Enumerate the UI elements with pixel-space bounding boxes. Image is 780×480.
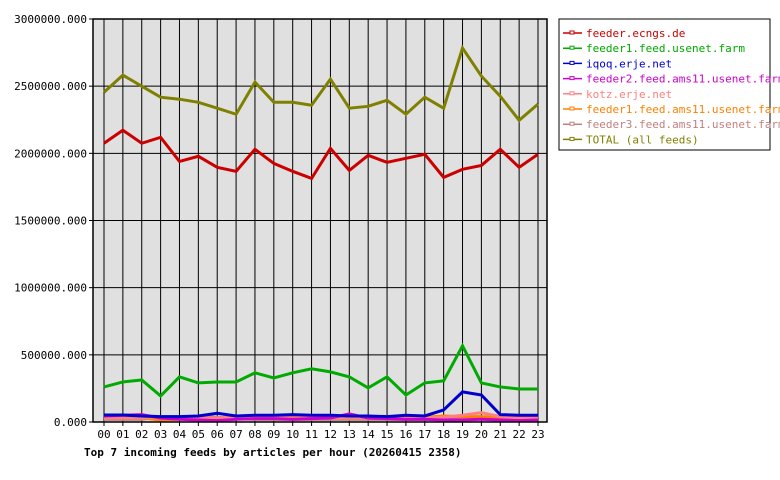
series-lines: [102, 44, 539, 423]
legend-item: feeder3.feed.ams11.usenet.farm: [563, 118, 780, 131]
series-line-1: [103, 342, 538, 398]
legend-label: feeder2.feed.ams11.usenet.farm: [586, 73, 780, 86]
x-tick-label: 01: [116, 428, 129, 441]
legend-marker-icon: [569, 76, 575, 81]
x-tick-label: 14: [362, 428, 376, 441]
x-tick-label: 10: [286, 428, 299, 441]
y-axis: 0.000 500000.000 1000000.000 1500000.000 200…: [14, 13, 93, 429]
y-tick-label: 0.000: [54, 416, 87, 429]
legend-item: feeder.ecngs.de: [563, 27, 685, 40]
legend-label: kotz.erje.net: [586, 88, 672, 101]
legend-marker-icon: [569, 45, 575, 50]
y-tick-label: 2000000.000: [14, 147, 87, 160]
x-tick-label: 08: [248, 428, 261, 441]
y-tick-label: 1500000.000: [14, 215, 87, 228]
legend-label: TOTAL (all feeds): [586, 133, 699, 146]
x-tick-label: 07: [229, 428, 242, 441]
series-line-3: [103, 412, 539, 423]
x-tick-label: 22: [513, 428, 526, 441]
x-tick-label: 13: [343, 428, 356, 441]
x-tick-label: 09: [267, 428, 280, 441]
legend-item: iqoq.erje.net: [563, 57, 672, 70]
x-tick-label: 05: [192, 428, 205, 441]
legend-item: feeder2.feed.ams11.usenet.farm: [563, 73, 780, 86]
legend-marker-icon: [569, 136, 575, 141]
legend-label: feeder1.feed.usenet.farm: [586, 42, 745, 55]
legend-marker-icon: [569, 91, 575, 96]
legend-label: iqoq.erje.net: [586, 57, 672, 70]
series-line-2: [104, 390, 538, 419]
x-tick-label: 02: [135, 428, 148, 441]
y-tick-label: 2500000.000: [14, 80, 87, 93]
legend-item: feeder1.feed.usenet.farm: [563, 42, 745, 55]
x-tick-label: 06: [211, 428, 224, 441]
x-tick-label: 04: [173, 428, 187, 441]
x-axis: 00 01 02 03 04 05 06 07 08 09 10 11 12 13 14 15 16 17 18 19…: [97, 422, 545, 441]
legend-item: feeder1.feed.ams11.usenet.farm: [563, 103, 780, 116]
legend-marker-icon: [569, 106, 575, 111]
x-tick-label: 16: [399, 428, 412, 441]
series-line-0: [103, 128, 539, 181]
legend-item: kotz.erje.net: [563, 88, 672, 101]
x-tick-label: 20: [475, 428, 488, 441]
legend-label: feeder1.feed.ams11.usenet.farm: [586, 103, 780, 116]
legend-label: feeder3.feed.ams11.usenet.farm: [586, 118, 780, 131]
grid: [93, 18, 547, 423]
y-tick-label: 1000000.000: [14, 282, 87, 295]
x-tick-label: 12: [324, 428, 337, 441]
plot-border: [92, 18, 548, 423]
legend-item: TOTAL (all feeds): [563, 133, 699, 146]
legend-marker-icon: [569, 30, 575, 35]
x-tick-label: 03: [154, 428, 167, 441]
x-tick-label: 15: [380, 428, 393, 441]
legend-label: feeder.ecngs.de: [586, 27, 685, 40]
x-tick-label: 00: [97, 428, 110, 441]
y-tick-label: 3000000.000: [14, 13, 87, 26]
x-tick-label: 18: [437, 428, 450, 441]
x-tick-label: 11: [305, 428, 318, 441]
legend-marker-icon: [569, 60, 575, 65]
legend-box: [558, 18, 771, 151]
x-tick-label: 17: [418, 428, 431, 441]
x-tick-label: 23: [531, 428, 544, 441]
x-tick-label: 19: [456, 428, 469, 441]
legend-marker-icon: [569, 121, 575, 126]
x-tick-label: 21: [494, 428, 507, 441]
legend: feeder.ecngs.de feeder1.feed.usenet.farm i…: [558, 18, 780, 151]
chart-title: Top 7 incoming feeds by articles per hou…: [84, 446, 462, 459]
series-line-7: [102, 44, 539, 123]
y-tick-label: 500000.000: [21, 349, 87, 362]
